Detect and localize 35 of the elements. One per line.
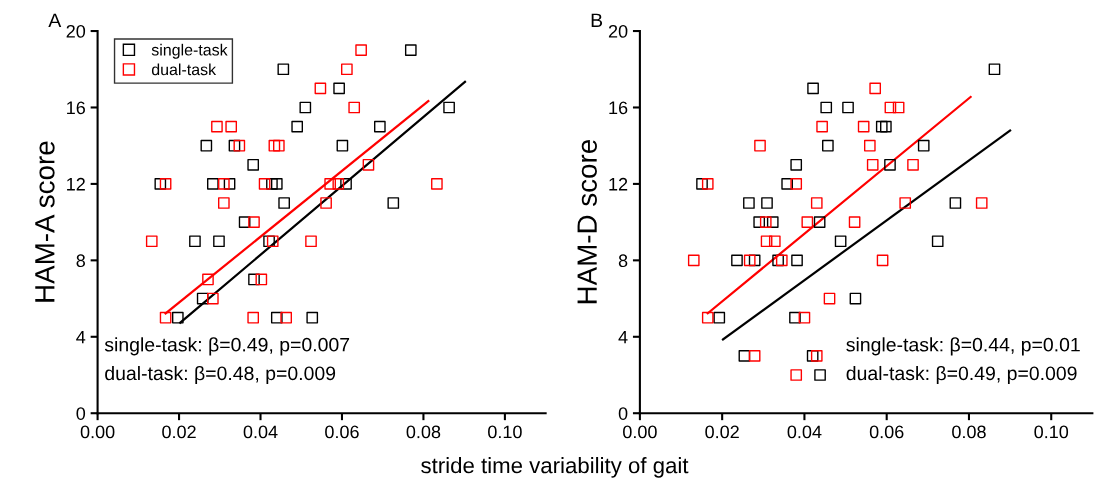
- y-tick-label: 4: [618, 330, 628, 344]
- x-tick-label: 0.00: [623, 425, 657, 439]
- y-tick-label: 0: [618, 407, 628, 420]
- x-tick-label: 0.00: [80, 425, 115, 439]
- chart-title: B: [591, 13, 603, 28]
- y-tick-label: 20: [608, 24, 628, 38]
- x-tick-label: 0.08: [406, 425, 441, 439]
- y-tick-label: 16: [67, 101, 85, 115]
- y-tick-label: 12: [67, 177, 85, 191]
- y-tick-label: 8: [618, 254, 628, 268]
- x-tick-label: 0.02: [705, 425, 739, 439]
- y-tick-label: 16: [609, 101, 628, 115]
- annotation: dual-task: β=0.48, p=0.009: [105, 365, 336, 385]
- y-tick-label: 20: [66, 24, 86, 38]
- legend-label: single-task: [151, 43, 228, 59]
- x-tick-label: 0.02: [162, 425, 196, 439]
- x-tick-label: 0.06: [325, 425, 359, 439]
- x-tick-label: 0.06: [869, 425, 904, 439]
- x-tick-label: 0.04: [243, 425, 278, 439]
- annotation: dual-task: β=0.49, p=0.009: [846, 365, 1077, 385]
- x-tick-label: 0.10: [488, 425, 522, 439]
- x-tick-label: 0.10: [1034, 425, 1069, 439]
- annotation: single-task: β=0.49, p=0.007: [104, 337, 350, 356]
- y-tick-label: 0: [76, 407, 86, 420]
- y-axis-title: HAM-A score: [35, 141, 55, 302]
- x-axis-title: stride time variability of gait: [421, 457, 689, 478]
- y-tick-label: 8: [76, 254, 85, 268]
- annotation: single-task: β=0.44, p=0.01: [846, 337, 1080, 356]
- chart-title: A: [48, 13, 62, 28]
- y-tick-label: 4: [76, 330, 86, 344]
- y-tick-label: 12: [609, 177, 628, 191]
- y-axis-title: HAM-D score: [577, 140, 597, 304]
- x-tick-label: 0.04: [787, 425, 822, 439]
- x-tick-label: 0.08: [952, 425, 986, 439]
- legend-label: dual-task: [151, 63, 217, 76]
